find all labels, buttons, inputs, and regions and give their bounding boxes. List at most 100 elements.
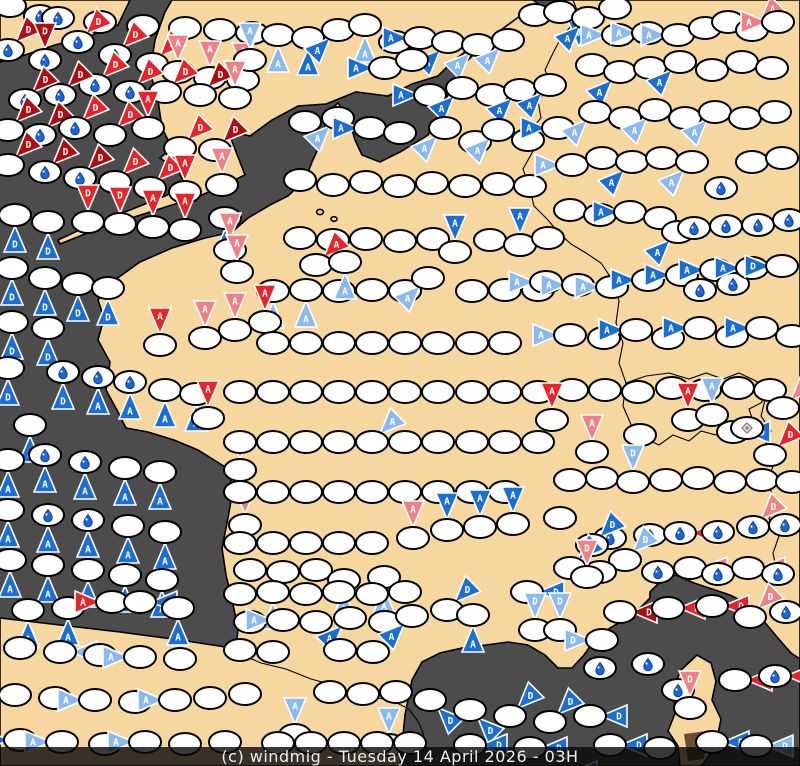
wind-symbol — [323, 638, 357, 662]
cloud-icon — [355, 480, 389, 504]
wind-triangle-icon — [86, 142, 116, 172]
wind-triangle-icon — [332, 270, 358, 300]
wind-symbol — [415, 171, 449, 195]
wind-letter: A — [162, 557, 168, 568]
wind-symbol: A — [302, 18, 355, 66]
cloud-icon — [289, 480, 323, 504]
wind-symbol — [761, 562, 795, 586]
wind-symbol: A — [68, 450, 102, 500]
wind-letter: A — [389, 632, 395, 643]
rain-droplet-icon — [728, 277, 738, 292]
caption-text: (c) windmig - Tuesday 14 April 2026 - 03… — [221, 747, 579, 766]
wind-symbol: A — [456, 603, 490, 653]
cloud-icon — [355, 278, 389, 302]
cloud-icon — [553, 323, 587, 347]
wind-symbol — [716, 272, 750, 296]
wind-triangle-icon — [400, 500, 426, 530]
wind-symbol: A — [0, 682, 32, 708]
wind-letter: A — [565, 34, 571, 45]
cloud-icon — [735, 150, 769, 174]
wind-triangle-icon — [137, 687, 167, 713]
cloud-icon — [191, 406, 225, 430]
wind-letter: A — [604, 326, 610, 337]
rain-droplet-icon — [748, 520, 758, 535]
cloud-icon — [775, 470, 800, 494]
cloud-icon — [608, 548, 642, 572]
wind-triangle-icon — [74, 589, 104, 615]
cloud-icon — [0, 683, 32, 707]
wind-symbol — [203, 18, 237, 42]
wind-triangle-icon — [436, 706, 466, 736]
cloud-icon — [675, 150, 709, 174]
droplet-highlight — [675, 688, 678, 691]
wind-letter: A — [549, 387, 555, 398]
wind-symbol — [728, 106, 762, 130]
wind-triangle-icon — [206, 59, 236, 89]
wind-triangle-icon — [171, 56, 201, 86]
rain-droplet-icon — [643, 657, 653, 672]
wind-symbol: D — [603, 599, 658, 625]
rain-droplet-icon — [595, 661, 605, 676]
cloud-icon — [578, 100, 612, 124]
wind-letter: A — [113, 738, 119, 749]
cloud-icon — [623, 423, 657, 447]
wind-symbol — [513, 174, 547, 198]
wind-letter: A — [182, 159, 188, 170]
cloud-icon — [256, 580, 290, 604]
cloud-icon — [488, 380, 522, 404]
wind-letter: A — [262, 289, 268, 300]
rain-droplet-icon — [40, 165, 50, 180]
rain-droplet-icon — [753, 218, 763, 233]
cloud-icon — [531, 226, 565, 250]
clear-target-dot — [745, 426, 749, 430]
cloud-icon — [328, 250, 362, 274]
wind-letter: D — [9, 347, 15, 358]
wind-letter: A — [685, 387, 691, 398]
wind-symbol — [349, 227, 383, 251]
cloud-icon — [145, 568, 179, 592]
wind-symbol — [772, 208, 800, 232]
wind-triangle-icon — [462, 136, 492, 166]
wind-triangle-icon — [140, 189, 166, 219]
cloud-icon — [283, 226, 317, 250]
wind-symbol: A — [314, 606, 367, 654]
droplet-highlight — [755, 223, 758, 226]
cloud-icon — [256, 531, 290, 555]
wind-letter: A — [219, 152, 225, 163]
wind-triangle-icon — [392, 284, 422, 314]
channel-island — [315, 208, 325, 216]
cloud-icon — [463, 515, 497, 539]
droplet-highlight — [57, 93, 60, 96]
cloud-icon — [613, 200, 647, 224]
wind-letter: D — [63, 147, 69, 158]
wind-letter: D — [96, 17, 102, 28]
wind-letter: D — [105, 313, 111, 324]
wind-triangle-icon — [115, 534, 141, 564]
wind-letter: D — [218, 70, 224, 81]
wind-symbol — [0, 0, 27, 18]
wind-symbol: A — [143, 460, 177, 510]
wind-triangle-icon — [740, 9, 770, 35]
wind-letter: A — [127, 407, 133, 418]
wind-symbol — [735, 150, 769, 174]
wind-symbol — [543, 506, 577, 530]
wind-letter: A — [247, 27, 253, 38]
wind-triangle-icon — [442, 214, 468, 244]
cloud-icon — [416, 227, 450, 251]
cloud-icon — [223, 380, 257, 404]
wind-letter: D — [5, 393, 11, 404]
wind-symbol: D — [163, 112, 216, 160]
wind-letter: A — [386, 712, 392, 723]
wind-triangle-icon — [152, 398, 178, 428]
wind-letter: A — [388, 34, 394, 45]
wind-symbol: A — [514, 73, 567, 121]
wind-triangle-icon — [35, 573, 61, 603]
wind-symbol — [289, 531, 323, 555]
caption-bar: (c) windmig - Tuesday 14 April 2026 - 03… — [0, 747, 800, 766]
wind-symbol: A — [438, 214, 472, 264]
wind-triangle-icon — [610, 20, 640, 46]
wind-triangle-icon — [442, 51, 472, 81]
wind-letter: A — [85, 545, 91, 556]
wind-letter: A — [145, 95, 151, 106]
